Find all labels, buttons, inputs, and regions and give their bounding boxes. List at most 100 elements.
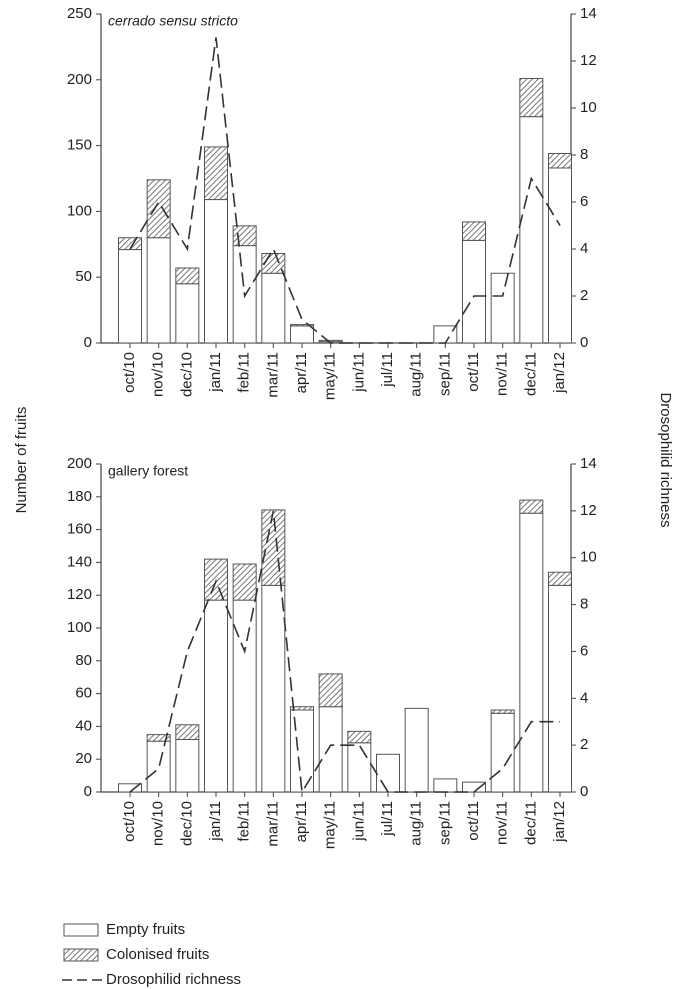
- bar-segment: [204, 199, 228, 344]
- bar-segment: [376, 753, 400, 793]
- bar-segment: [146, 179, 171, 239]
- bar-segment: [548, 167, 572, 344]
- bar-segment: [175, 267, 200, 285]
- bar-segment: [548, 584, 572, 793]
- legend-swatch: [63, 948, 99, 962]
- y-tick-label: 200: [67, 455, 92, 472]
- y2-tick-label: 0: [580, 334, 588, 351]
- bar-segment: [232, 599, 257, 793]
- bar-segment: [462, 781, 486, 793]
- bar-segment: [462, 221, 486, 241]
- y2-tick-label: 4: [580, 689, 588, 706]
- x-tick-label: feb/11: [236, 801, 253, 842]
- bar-segment: [204, 146, 228, 201]
- bar-segment: [261, 272, 286, 344]
- x-tick-label: nov/11: [494, 801, 511, 845]
- x-tick-label: dec/11: [522, 352, 539, 396]
- bar-segment: [118, 249, 142, 344]
- bar-segment: [290, 324, 314, 327]
- bar-segment: [519, 77, 544, 118]
- x-tick-label: nov/10: [150, 801, 167, 846]
- bar-segment: [519, 512, 544, 793]
- y2-tick-label: 10: [580, 99, 597, 116]
- x-tick-label: dec/10: [178, 801, 195, 846]
- y2-tick-label: 8: [580, 146, 588, 163]
- bar-segment: [318, 706, 343, 793]
- y-tick-label: 120: [67, 586, 92, 603]
- y-tick-label: 140: [67, 553, 92, 570]
- bar-segment: [490, 712, 515, 793]
- richness-line: [129, 510, 560, 795]
- y2-tick-label: 10: [580, 549, 597, 566]
- bar-segment: [175, 283, 200, 344]
- y-tick-label: 180: [67, 488, 92, 505]
- x-tick-label: jan/11: [207, 352, 224, 393]
- bar-segment: [118, 237, 142, 251]
- y-tick-label: 40: [75, 717, 92, 734]
- legend-label: Empty fruits: [106, 921, 185, 938]
- y-tick-label: 0: [84, 334, 92, 351]
- x-tick-label: feb/11: [236, 352, 253, 393]
- bar-segment: [490, 709, 515, 714]
- x-tick-label: aug/11: [408, 801, 425, 846]
- legend-label: Colonised fruits: [106, 946, 209, 963]
- panel-title: gallery forest: [108, 463, 188, 479]
- y2-tick-label: 14: [580, 455, 597, 472]
- bar-segment: [490, 272, 515, 344]
- bar-segment: [519, 116, 544, 344]
- y2-tick-label: 2: [580, 736, 588, 753]
- y2-tick-label: 2: [580, 287, 588, 304]
- x-tick-label: jun/11: [350, 801, 367, 842]
- x-tick-label: nov/10: [150, 352, 167, 397]
- bar-segment: [261, 509, 286, 586]
- y2-tick-label: 4: [580, 240, 588, 257]
- x-tick-label: jul/11: [379, 801, 396, 837]
- bar-segment: [232, 563, 257, 601]
- bar-segment: [404, 707, 429, 793]
- x-tick-label: mar/11: [264, 352, 281, 398]
- bar-segment: [175, 724, 200, 741]
- y-tick-label: 50: [75, 268, 92, 285]
- y2-tick-label: 14: [580, 5, 597, 22]
- y2-tick-label: 8: [580, 596, 588, 613]
- y-tick-label: 160: [67, 521, 92, 538]
- bar-segment: [146, 237, 171, 344]
- bar-segment: [175, 739, 200, 793]
- x-tick-label: sep/11: [436, 352, 453, 396]
- bar-segment: [204, 599, 228, 793]
- bar-segment: [548, 152, 572, 169]
- y-tick-label: 150: [67, 137, 92, 154]
- bar-segment: [462, 239, 486, 344]
- bar-segment: [290, 706, 314, 711]
- bar-segment: [433, 778, 458, 793]
- bar-segment: [232, 225, 257, 247]
- y-tick-label: 250: [67, 5, 92, 22]
- x-tick-label: oct/10: [121, 801, 138, 842]
- x-tick-label: oct/11: [465, 352, 482, 392]
- x-tick-label: dec/11: [522, 801, 539, 845]
- x-tick-label: dec/10: [178, 352, 195, 397]
- y2-tick-label: 12: [580, 52, 597, 69]
- x-tick-label: jul/11: [379, 352, 396, 388]
- y-tick-label: 200: [67, 71, 92, 88]
- y-tick-label: 100: [67, 619, 92, 636]
- x-tick-label: jan/11: [207, 801, 224, 842]
- x-tick-label: jan/12: [551, 352, 568, 394]
- y-tick-label: 0: [84, 783, 92, 800]
- y2-tick-label: 6: [580, 642, 588, 659]
- bar-segment: [261, 584, 286, 793]
- y-tick-label: 100: [67, 202, 92, 219]
- y2-tick-label: 0: [580, 783, 588, 800]
- bar-segment: [519, 499, 544, 514]
- bar-segment: [146, 740, 171, 793]
- y-tick-label: 20: [75, 750, 92, 767]
- x-tick-label: jun/11: [350, 352, 367, 393]
- x-tick-label: apr/11: [293, 801, 310, 842]
- x-tick-label: apr/11: [293, 352, 310, 393]
- bar-segment: [347, 742, 372, 793]
- x-tick-label: oct/10: [121, 352, 138, 393]
- x-tick-label: may/11: [322, 801, 339, 849]
- bar-segment: [548, 571, 572, 586]
- bar-segment: [146, 734, 171, 742]
- y2-tick-label: 6: [580, 193, 588, 210]
